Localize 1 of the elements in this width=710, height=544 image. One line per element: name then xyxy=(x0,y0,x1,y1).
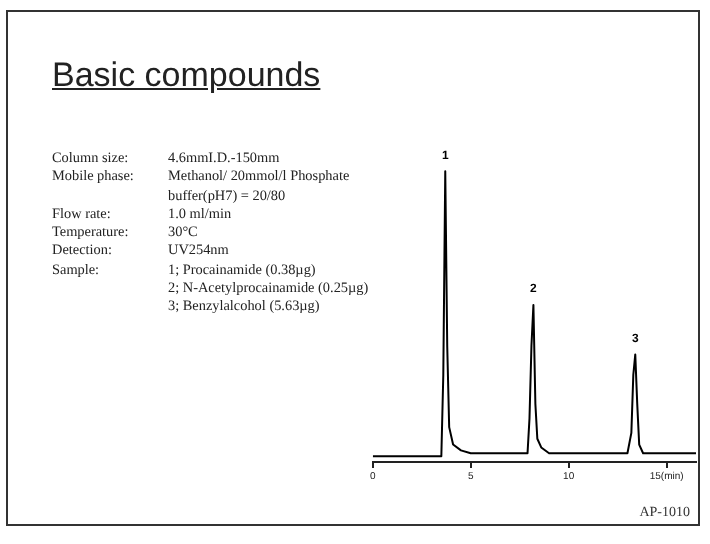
chart-title: Basic compounds xyxy=(52,56,321,96)
